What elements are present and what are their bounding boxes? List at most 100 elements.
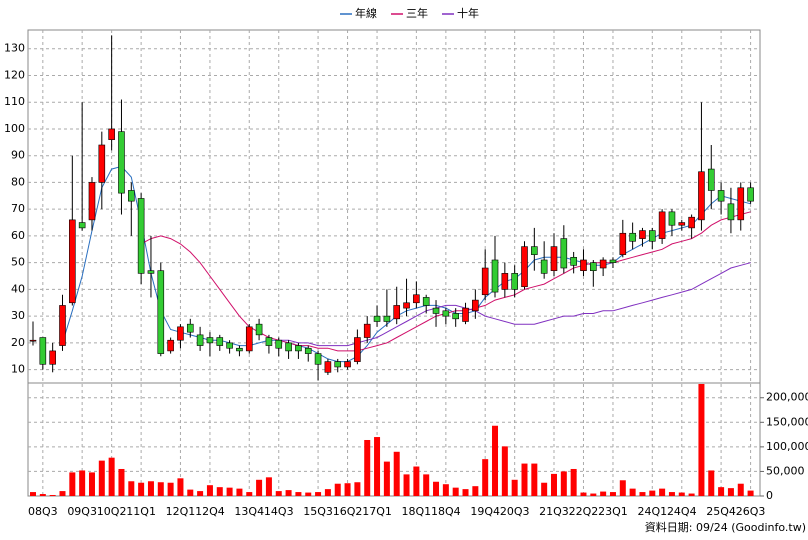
- candle-body: [157, 270, 165, 354]
- y-tick-label: 60: [11, 229, 25, 242]
- y-tick-label: 80: [11, 175, 25, 188]
- volume-bar: [619, 480, 626, 496]
- volume-bar: [472, 486, 479, 496]
- candle-body: [186, 323, 194, 333]
- volume-bar: [374, 437, 381, 496]
- candle-body: [472, 299, 479, 312]
- candle-body: [550, 246, 558, 271]
- candle-body: [678, 222, 686, 226]
- volume-bar: [482, 459, 489, 496]
- y-tick-label: 100: [4, 122, 25, 135]
- volume-bar: [629, 488, 636, 496]
- candle-body: [422, 297, 430, 306]
- volume-bar: [246, 492, 253, 496]
- volume-bar: [600, 491, 607, 496]
- x-tick-label: 25Q4: [706, 505, 736, 518]
- x-tick-label: 19Q4: [470, 505, 500, 518]
- x-tick-label: 21Q3: [539, 505, 569, 518]
- candle-body: [521, 246, 528, 288]
- volume-bar: [452, 487, 459, 496]
- volume-bar: [747, 490, 754, 496]
- x-tick-label: 17Q1: [362, 505, 392, 518]
- volume-bar: [334, 483, 341, 496]
- footer: 資料日期: 09/24 (Goodinfo.tw): [645, 520, 806, 534]
- candle-body: [413, 294, 420, 304]
- candle-body: [78, 222, 86, 229]
- x-tick-label: 11Q1: [126, 505, 156, 518]
- candle-body: [324, 361, 332, 373]
- candle-body: [481, 267, 489, 296]
- candle-body: [167, 339, 174, 352]
- volume-bar: [698, 383, 705, 496]
- candle-body: [206, 337, 214, 344]
- candle-body: [245, 326, 253, 352]
- candle-body: [737, 187, 745, 221]
- volume-bar: [718, 487, 725, 496]
- candle-body: [285, 342, 292, 352]
- y-tick-label: 10: [11, 363, 25, 376]
- candle-body: [403, 302, 410, 309]
- volume-bar: [541, 482, 548, 496]
- candle-body: [639, 230, 646, 239]
- candle-body: [383, 315, 391, 322]
- volume-bar: [413, 466, 420, 496]
- volume-bar: [187, 489, 194, 496]
- candle-body: [717, 190, 725, 202]
- volume-bar: [39, 494, 46, 496]
- candle-body: [531, 246, 538, 255]
- volume-bar: [708, 470, 715, 496]
- x-tick-label: 13Q4: [234, 505, 264, 518]
- x-tick-label: 12Q1: [166, 505, 196, 518]
- volume-bar: [550, 473, 557, 496]
- volume-bar: [442, 484, 449, 496]
- y-tick-label: 110: [4, 95, 25, 108]
- volume-bar: [147, 481, 154, 496]
- legend-label: 十年: [457, 6, 479, 20]
- volume-bar: [69, 472, 76, 496]
- volume-bar: [157, 482, 164, 496]
- candle-body: [304, 347, 312, 354]
- candle-body: [491, 259, 499, 293]
- candle-body: [128, 190, 135, 202]
- volume-bar: [295, 492, 302, 496]
- candle-body: [59, 305, 66, 346]
- y-tick-label: 70: [11, 202, 25, 215]
- candle-body: [196, 334, 204, 346]
- volume-bar: [79, 470, 86, 496]
- volume-bar: [285, 490, 292, 496]
- volume-bar: [590, 493, 597, 496]
- x-tick-label: 26Q3: [736, 505, 766, 518]
- candle-body: [295, 345, 302, 352]
- candle-body: [334, 361, 342, 368]
- volume-bar: [305, 492, 312, 496]
- candle-body: [511, 273, 518, 290]
- x-tick-label: 15Q3: [303, 505, 333, 518]
- y-tick-label: 20: [11, 336, 25, 349]
- candle-body: [98, 144, 106, 183]
- volume-bar: [580, 492, 587, 496]
- volume-bar: [59, 491, 66, 496]
- y2-tick-label: 200,000: [766, 391, 808, 404]
- y-tick-label: 50: [11, 256, 25, 269]
- candle-body: [118, 131, 125, 194]
- volume-bar: [492, 425, 499, 496]
- volume-bar: [668, 492, 675, 496]
- volume-bar: [206, 485, 213, 496]
- candle-body: [747, 187, 754, 202]
- candle-body: [49, 350, 56, 365]
- legend-label: 年線: [355, 6, 377, 20]
- volume-bar: [403, 474, 410, 496]
- volume-bar: [108, 457, 115, 496]
- volume-bar: [226, 487, 233, 496]
- candle-body: [275, 339, 283, 349]
- y-tick-label: 30: [11, 309, 25, 322]
- volume-bar: [88, 472, 95, 496]
- volume-bar: [49, 495, 56, 496]
- candle-body: [540, 259, 548, 274]
- candle-body: [580, 259, 587, 271]
- x-tick-label: 12Q4: [195, 505, 225, 518]
- legend-label: 三年: [406, 6, 428, 20]
- volume-bar: [433, 481, 440, 496]
- candle-body: [226, 342, 233, 349]
